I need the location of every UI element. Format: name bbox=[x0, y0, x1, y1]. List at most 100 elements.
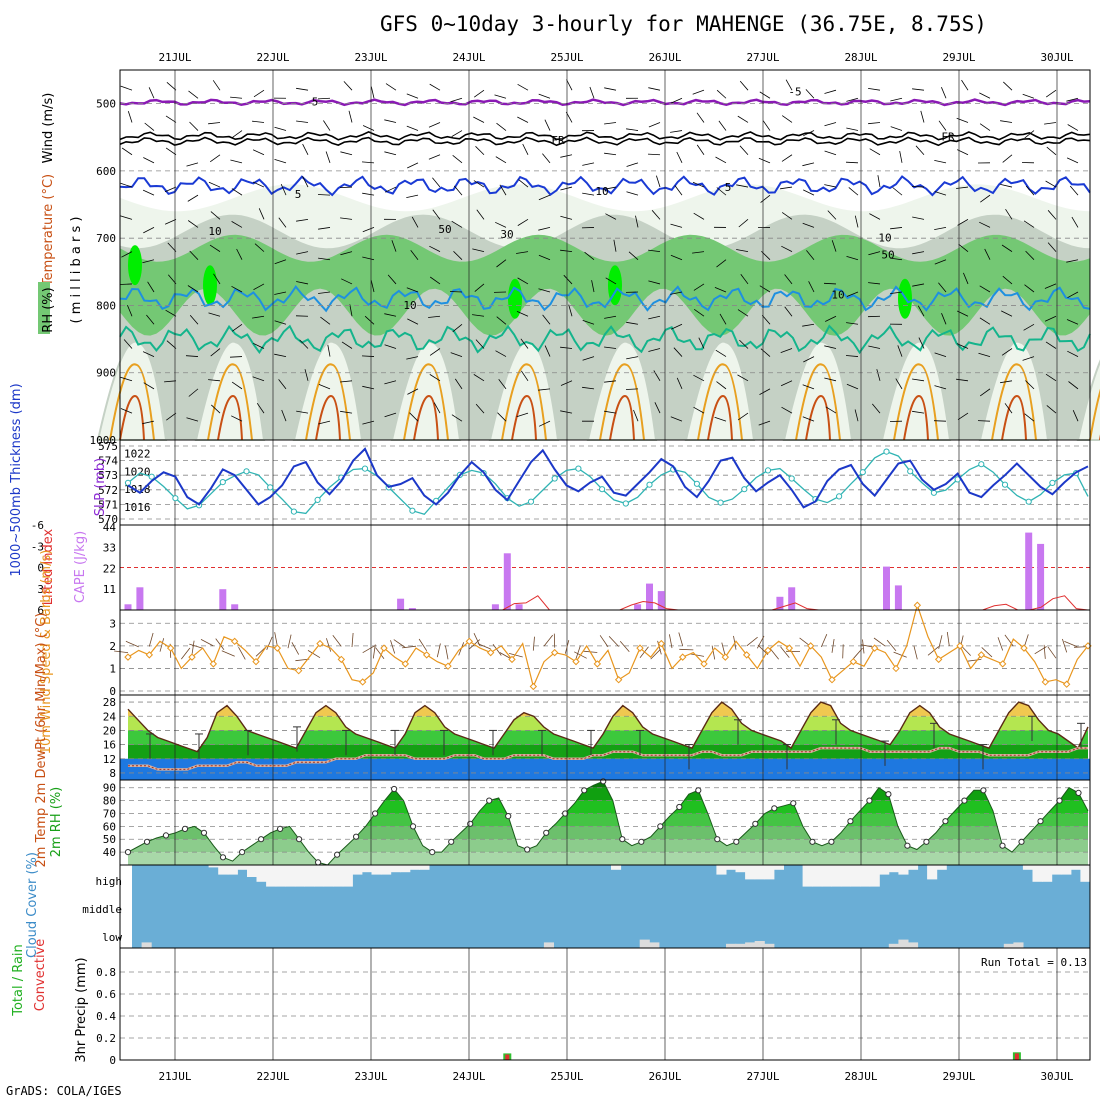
wind-barb bbox=[433, 402, 441, 414]
temp-20-contour bbox=[109, 363, 155, 441]
wind-barb bbox=[626, 128, 639, 131]
wind-barb-10m bbox=[746, 636, 758, 647]
wind-barb bbox=[123, 339, 133, 349]
wind-barb bbox=[802, 416, 815, 422]
wind-barb bbox=[498, 379, 507, 390]
wind-barb bbox=[934, 385, 947, 390]
wind-barb bbox=[538, 420, 551, 427]
wind-barb bbox=[785, 79, 793, 91]
wind-barb bbox=[696, 112, 705, 123]
wind-barb bbox=[252, 315, 265, 319]
wind-barb bbox=[912, 88, 925, 91]
wind-barb bbox=[189, 121, 199, 131]
wind-barb bbox=[453, 185, 463, 196]
date-label-top: 27JUL bbox=[746, 51, 779, 64]
wind-barb bbox=[1045, 341, 1057, 349]
wind-barb bbox=[868, 282, 881, 285]
temp-20-contour bbox=[795, 363, 841, 441]
slp-series-point bbox=[527, 498, 535, 505]
temp-20-contour bbox=[207, 363, 253, 441]
wind-barb bbox=[410, 249, 419, 260]
rh-series-point bbox=[904, 842, 911, 849]
cloud-high-bar bbox=[247, 865, 258, 877]
wind-barb bbox=[544, 119, 551, 131]
wind-barb bbox=[429, 348, 441, 356]
wind-barb bbox=[824, 89, 837, 94]
wind-barb bbox=[846, 291, 859, 297]
wind-barb bbox=[1044, 283, 1057, 289]
cape-bar bbox=[408, 608, 416, 610]
temp-band bbox=[128, 744, 1088, 759]
wind-barb bbox=[538, 254, 551, 261]
contour-label: FR bbox=[941, 131, 955, 144]
cloud-high-bar bbox=[1042, 865, 1053, 882]
wind-barb bbox=[716, 187, 727, 196]
wind-speed-point bbox=[380, 644, 388, 652]
wind-barb bbox=[142, 420, 155, 425]
wind-barb bbox=[409, 412, 419, 422]
wind-barb bbox=[370, 86, 375, 99]
wind-barb bbox=[736, 249, 749, 253]
wind-barb bbox=[676, 151, 683, 164]
wind-barb bbox=[325, 151, 331, 163]
temp-band bbox=[128, 702, 1088, 717]
wind-barb bbox=[127, 304, 133, 317]
temp-10-contour bbox=[119, 285, 1091, 313]
wind-barb bbox=[429, 245, 441, 252]
contour-label: 10 bbox=[208, 225, 221, 238]
precip-tick: 0.8 bbox=[96, 966, 116, 979]
wind-barb bbox=[831, 240, 837, 252]
wind-barb bbox=[1001, 348, 1013, 356]
precip-tick: 0.6 bbox=[96, 988, 116, 1001]
rh-band bbox=[128, 787, 1088, 801]
cloud-high-bar bbox=[821, 865, 832, 887]
wind-barb bbox=[560, 249, 573, 253]
wind-barb bbox=[692, 181, 705, 188]
wind-barb-10m bbox=[564, 640, 570, 654]
cloud-high-bar bbox=[802, 865, 813, 887]
wind-barb bbox=[890, 126, 903, 131]
wind-barb-10m bbox=[291, 642, 300, 655]
wind-barb-10m bbox=[191, 640, 195, 655]
wind-barb bbox=[495, 221, 507, 228]
rh-series-point bbox=[1056, 797, 1063, 804]
rh-band bbox=[128, 800, 1088, 814]
wind-barb bbox=[327, 344, 331, 357]
wind-barb-10m bbox=[477, 643, 491, 650]
wind-barb bbox=[208, 312, 221, 317]
wind-barb bbox=[582, 386, 595, 390]
cloud-high-bar bbox=[773, 865, 784, 870]
contour-label: 10 bbox=[831, 289, 844, 302]
rh-patch-bright bbox=[128, 245, 142, 286]
wind-barb bbox=[343, 81, 353, 91]
wind-barb bbox=[318, 420, 331, 425]
cape-bar bbox=[515, 604, 523, 610]
temp-tick: 24 bbox=[103, 710, 117, 723]
wind-speed-point bbox=[998, 660, 1007, 668]
cloud-low-bar bbox=[888, 943, 899, 948]
cloud-low-bar bbox=[898, 939, 909, 948]
wind-barb bbox=[127, 110, 133, 123]
wind-barb bbox=[323, 120, 331, 131]
wind-barb bbox=[560, 380, 573, 386]
wind-barb bbox=[385, 83, 397, 91]
wind-barb bbox=[188, 90, 199, 99]
wind-barb bbox=[473, 89, 485, 98]
wind-barb bbox=[516, 311, 529, 317]
wind-barb bbox=[977, 420, 991, 422]
rh-series-point bbox=[600, 778, 607, 785]
wind-barb bbox=[428, 122, 441, 128]
cape-bar bbox=[397, 598, 405, 610]
cloud-high-bar bbox=[208, 865, 219, 868]
date-label-bottom: 26JUL bbox=[648, 1070, 681, 1083]
wind-barb bbox=[1069, 185, 1079, 196]
wind-barb bbox=[384, 313, 397, 317]
rh-series-point bbox=[695, 787, 702, 794]
li-tick: 3 bbox=[37, 583, 44, 596]
wind-barb bbox=[187, 194, 199, 202]
temp-series bbox=[127, 701, 1089, 753]
wind-barb bbox=[845, 355, 859, 357]
wind-barb bbox=[230, 96, 243, 99]
temp-25-contour bbox=[119, 395, 145, 441]
wind-barb bbox=[693, 406, 705, 414]
